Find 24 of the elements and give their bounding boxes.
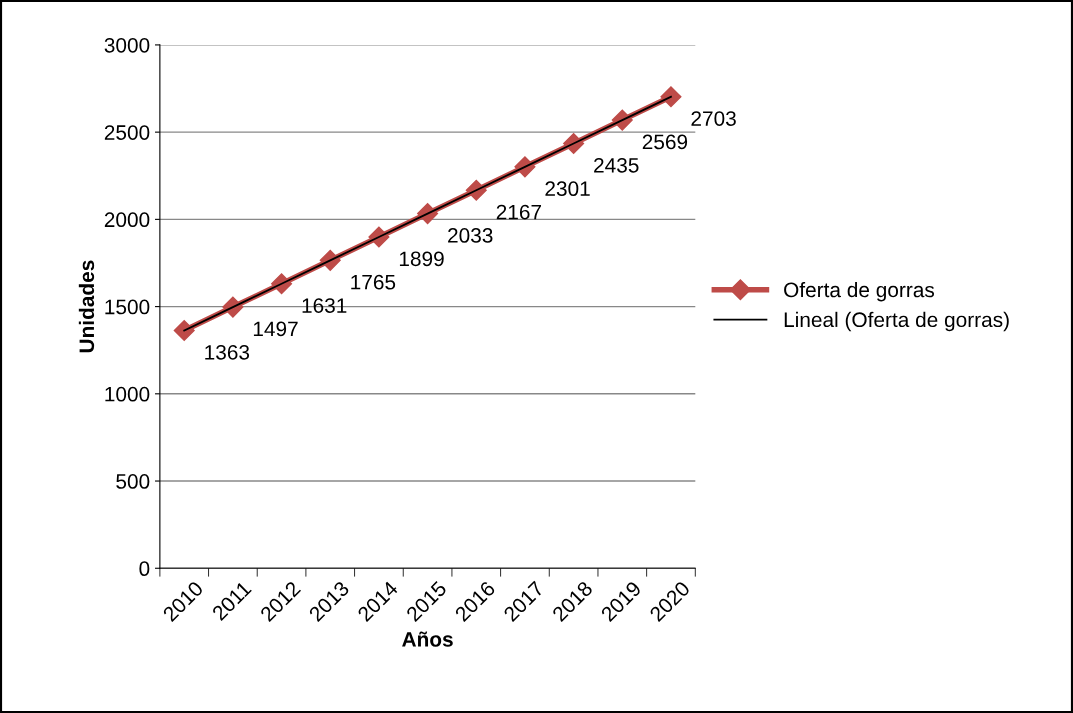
y-tick-label: 0 bbox=[139, 561, 150, 577]
data-label: 2033 bbox=[448, 228, 493, 243]
y-tick-label: 500 bbox=[116, 474, 150, 489]
data-label: 1631 bbox=[302, 298, 347, 313]
data-label: 2167 bbox=[496, 204, 542, 220]
y-tick-label: 2000 bbox=[104, 212, 150, 228]
data-label: 1497 bbox=[253, 321, 298, 337]
y-axis-title: Unidades bbox=[78, 260, 95, 353]
data-label: 2301 bbox=[545, 181, 590, 197]
y-tick-label: 3000 bbox=[104, 37, 150, 53]
point bbox=[660, 86, 682, 108]
y-tick-label: 1500 bbox=[105, 299, 150, 315]
legend-label: Lineal (Oferta de gorras) bbox=[784, 311, 1009, 332]
point bbox=[173, 319, 195, 342]
data-label: 1765 bbox=[351, 274, 396, 290]
y-tick-label: 2500 bbox=[104, 125, 150, 140]
legend-label: Oferta de gorras bbox=[784, 281, 935, 302]
data-label: 2569 bbox=[642, 134, 688, 150]
x-axis-title: Años bbox=[402, 631, 453, 647]
y-tick-label: 1000 bbox=[105, 386, 150, 402]
data-label: 1363 bbox=[205, 344, 250, 360]
data-label: 2435 bbox=[594, 157, 639, 173]
data-label: 1899 bbox=[399, 251, 444, 267]
data-label: 2703 bbox=[691, 111, 736, 126]
